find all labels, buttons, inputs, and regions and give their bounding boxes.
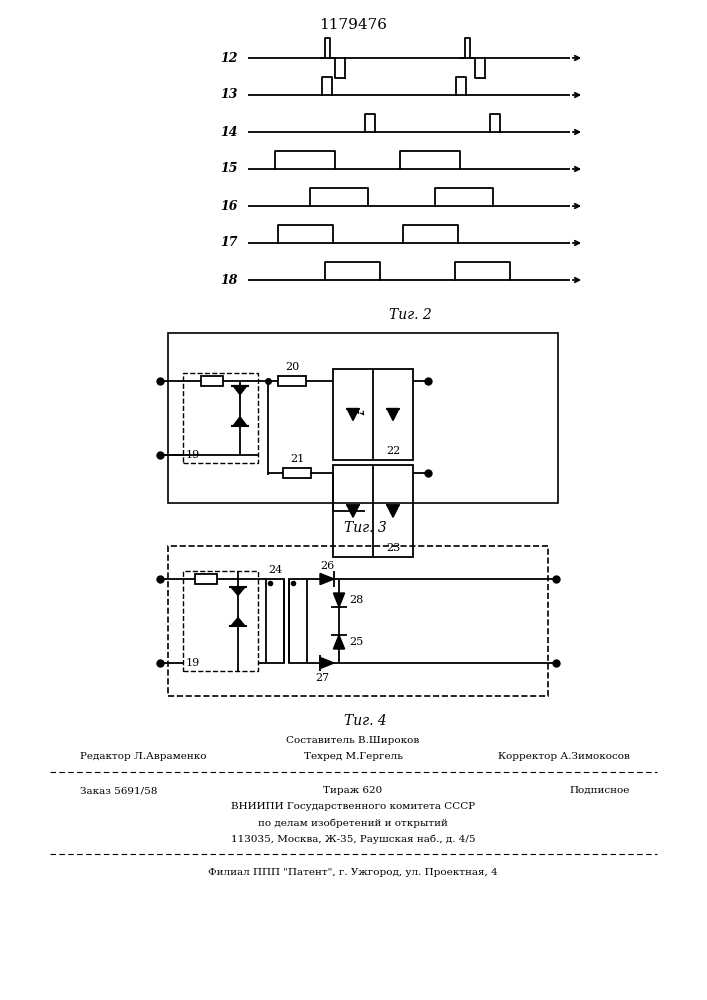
Bar <box>278 376 306 386</box>
Text: Составитель В.Широков: Составитель В.Широков <box>286 736 420 745</box>
Text: по делам изобретений и открытий: по делам изобретений и открытий <box>258 818 448 828</box>
Bar <box>183 373 258 463</box>
Bar <box>289 579 307 663</box>
Text: Τиг. 2: Τиг. 2 <box>389 308 431 322</box>
Bar <box>201 376 223 386</box>
Text: 23: 23 <box>386 543 400 553</box>
Polygon shape <box>347 408 359 420</box>
Text: Корректор А.Зимокосов: Корректор А.Зимокосов <box>498 752 630 761</box>
Text: 22: 22 <box>386 446 400 456</box>
Bar <box>168 546 548 696</box>
Polygon shape <box>231 587 245 595</box>
Bar <box>266 579 284 663</box>
Bar <box>333 465 413 557</box>
Text: Заказ 5691/58: Заказ 5691/58 <box>80 786 158 795</box>
Polygon shape <box>387 505 399 517</box>
Polygon shape <box>334 635 344 649</box>
Text: 25: 25 <box>349 637 363 647</box>
Polygon shape <box>233 386 247 395</box>
Text: ВНИИПИ Государственного комитета СССР: ВНИИПИ Государственного комитета СССР <box>231 802 475 811</box>
Text: 24: 24 <box>268 565 282 575</box>
Text: Подписное: Подписное <box>570 786 630 795</box>
Bar <box>168 333 558 503</box>
Polygon shape <box>347 505 359 517</box>
Text: 12: 12 <box>221 51 238 64</box>
Text: 13: 13 <box>221 89 238 102</box>
Text: 113035, Москва, Ж-35, Раушская наб., д. 4/5: 113035, Москва, Ж-35, Раушская наб., д. … <box>230 834 475 844</box>
Text: Редактор Л.Авраменко: Редактор Л.Авраменко <box>80 752 206 761</box>
Text: 27: 27 <box>315 673 329 683</box>
Text: 26: 26 <box>320 561 334 571</box>
Text: 21: 21 <box>290 454 304 464</box>
Bar <box>183 571 258 671</box>
Polygon shape <box>320 657 334 669</box>
Text: 19: 19 <box>186 658 200 668</box>
Bar <box>333 369 413 460</box>
Bar <box>195 574 217 584</box>
Text: 16: 16 <box>221 200 238 213</box>
Polygon shape <box>231 618 245 626</box>
Text: 17: 17 <box>221 236 238 249</box>
Text: Τиг. 3: Τиг. 3 <box>344 521 386 535</box>
Text: Техред М.Гергель: Техред М.Гергель <box>303 752 402 761</box>
Text: Тираж 620: Тираж 620 <box>323 786 382 795</box>
Text: 20: 20 <box>285 362 299 372</box>
Text: Филиал ППП "Патент", г. Ужгород, ул. Проектная, 4: Филиал ППП "Патент", г. Ужгород, ул. Про… <box>208 868 498 877</box>
Text: 19: 19 <box>186 450 200 460</box>
Polygon shape <box>387 408 399 420</box>
Polygon shape <box>320 573 334 585</box>
Polygon shape <box>334 593 344 607</box>
Bar <box>283 468 311 478</box>
Text: Τиг. 4: Τиг. 4 <box>344 714 386 728</box>
Text: 18: 18 <box>221 273 238 286</box>
Text: 15: 15 <box>221 162 238 176</box>
Polygon shape <box>233 417 247 426</box>
Text: 14: 14 <box>221 125 238 138</box>
Text: 1179476: 1179476 <box>319 18 387 32</box>
Text: 28: 28 <box>349 595 363 605</box>
